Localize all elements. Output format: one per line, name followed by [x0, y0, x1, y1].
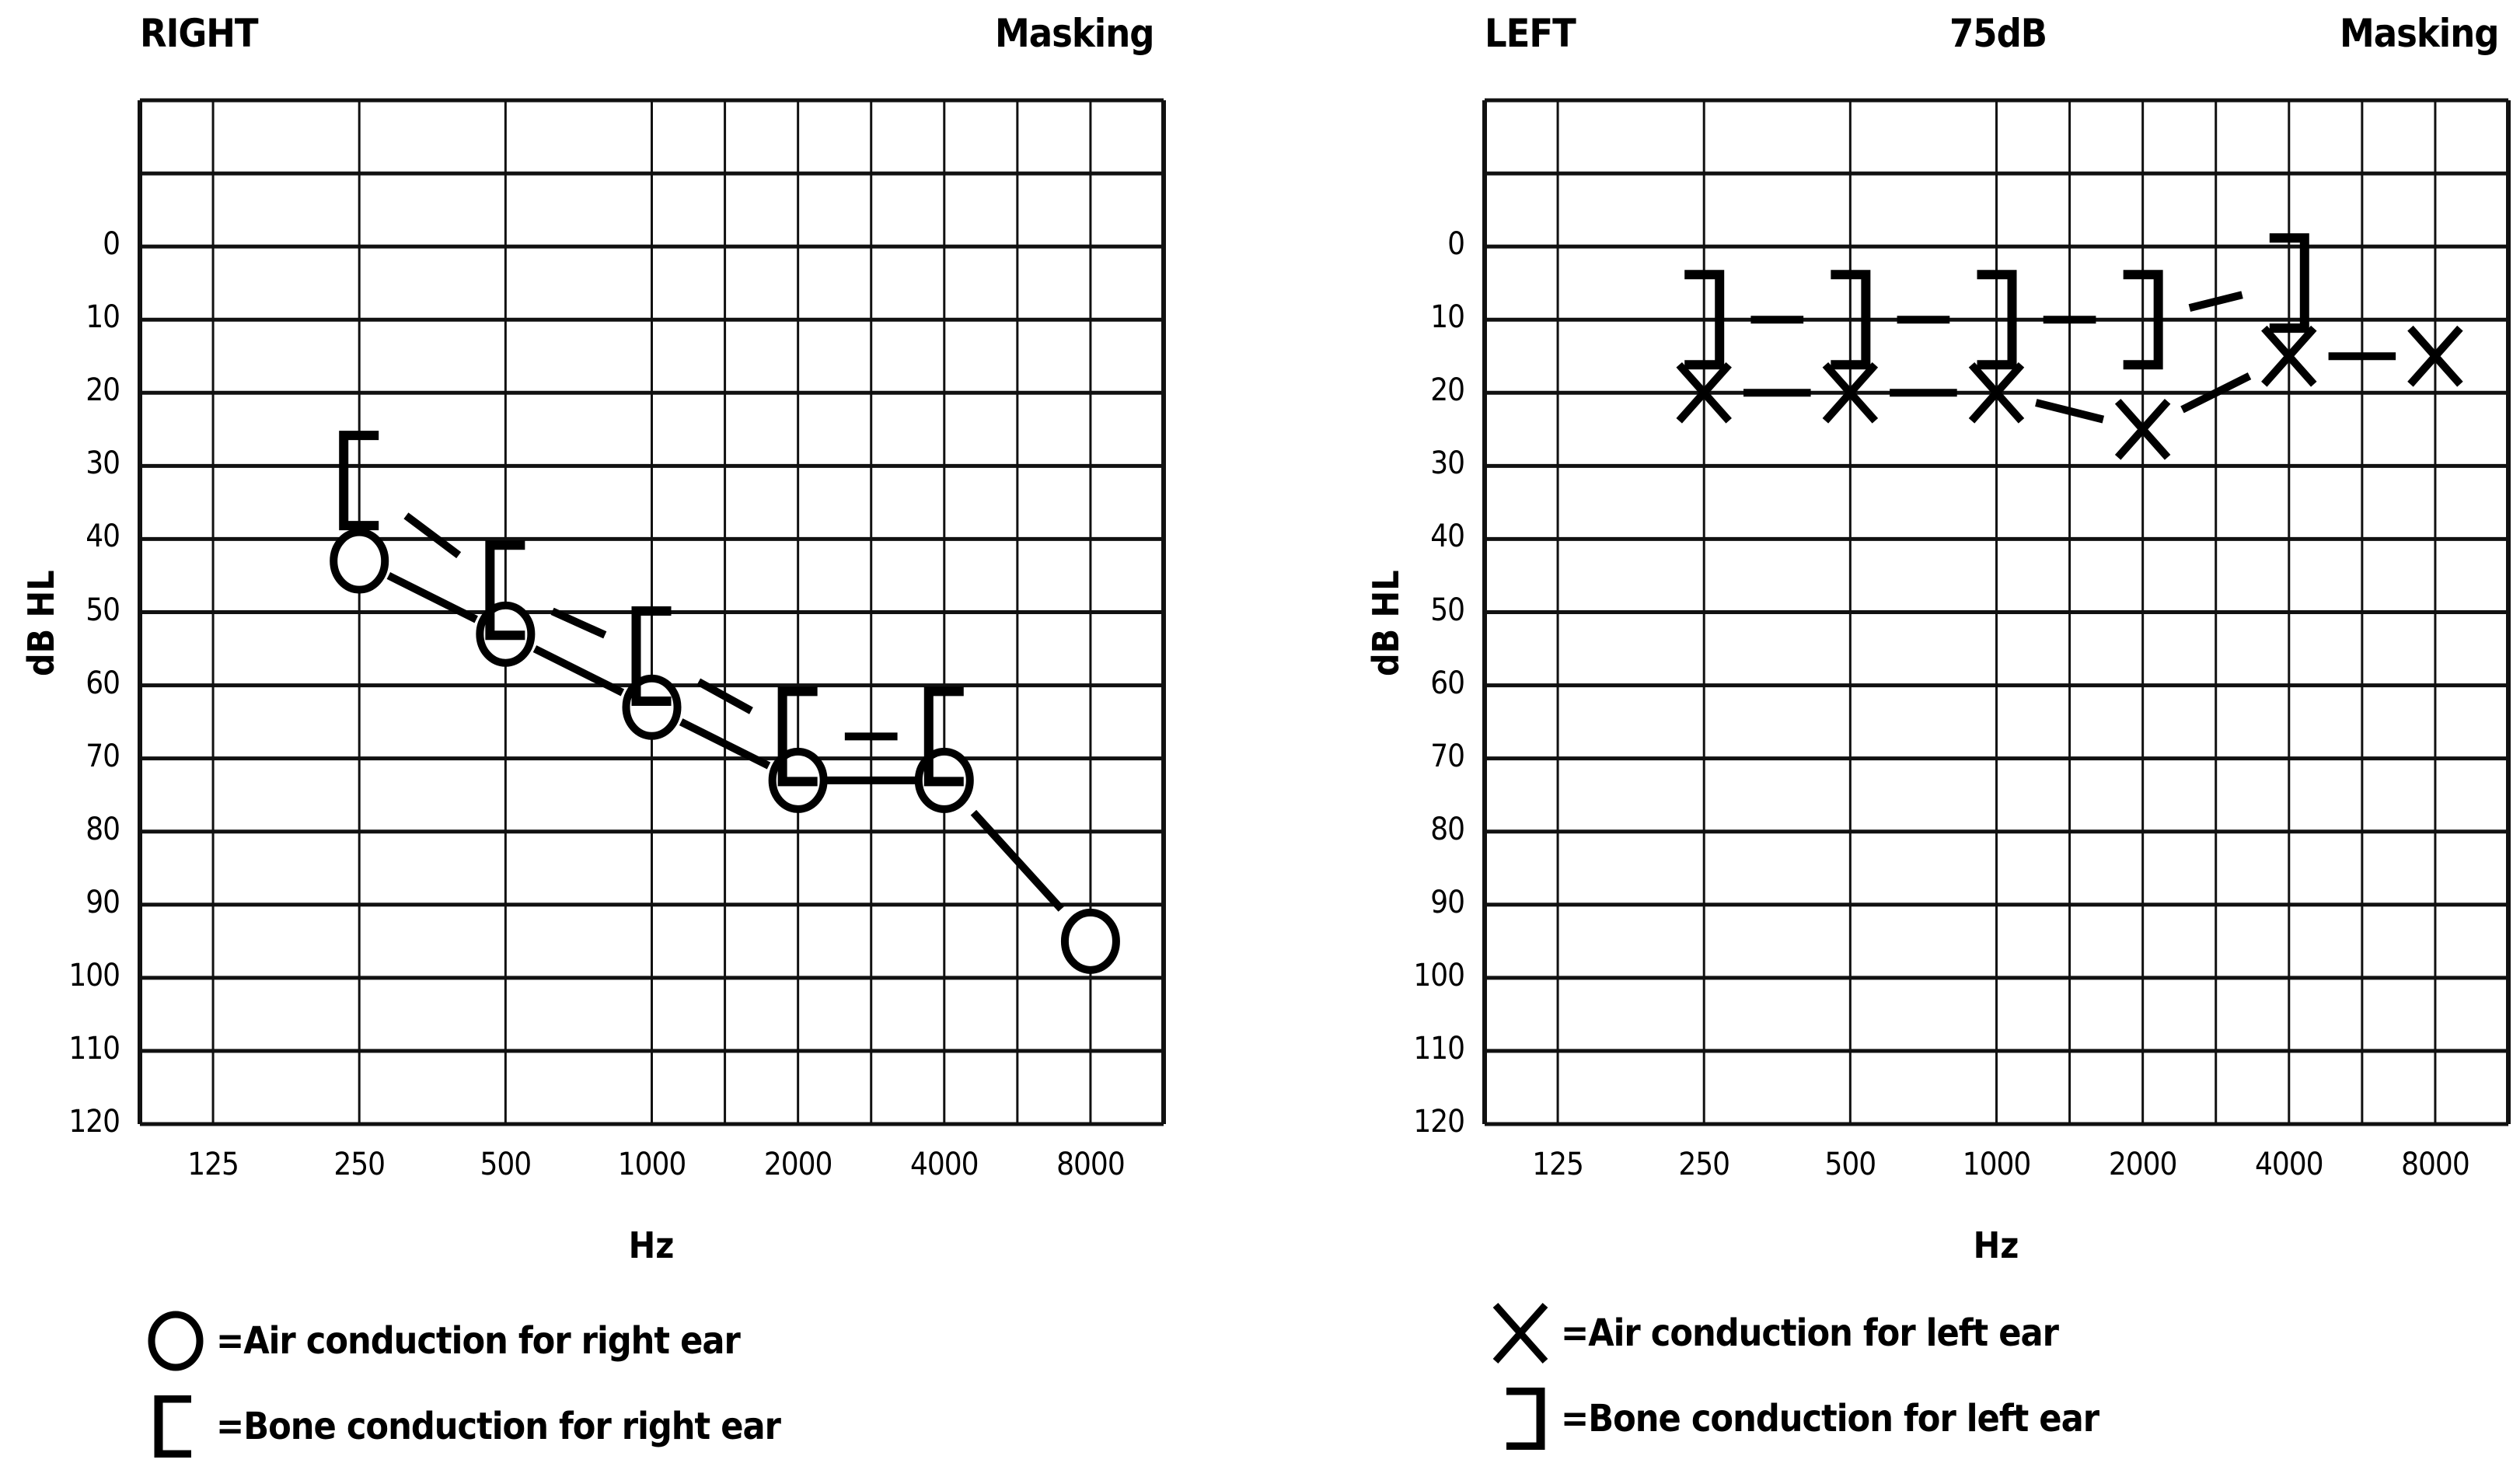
- air-conduction-segment: [386, 571, 478, 623]
- y-tick-label: 120: [68, 1104, 120, 1140]
- y-tick-label: 110: [1413, 1030, 1465, 1067]
- y-tick-label: 50: [86, 592, 120, 628]
- x-marker-icon: [1676, 361, 1732, 424]
- legend-air-left: =Air conduction for left ear: [1489, 1302, 2059, 1364]
- x-tick-label: 250: [333, 1147, 386, 1182]
- y-tick-label: 20: [1430, 372, 1465, 409]
- x-marker-icon: [1492, 1303, 1548, 1363]
- y-tick-label: 90: [1430, 884, 1465, 920]
- y-tick-label: 10: [86, 299, 120, 336]
- x-marker-icon: [1968, 361, 2025, 424]
- right-ear-audiogram: RIGHT Masking dB HL 0 10 20 30 40 50 60 70 80 90 1…: [0, 0, 1213, 1463]
- x-marker-icon: [1822, 361, 1879, 424]
- x-tick-label: 4000: [2255, 1147, 2324, 1182]
- bone-conduction-segment: [403, 512, 462, 559]
- legend-air-right-label: =Air conduction for right ear: [216, 1319, 741, 1363]
- air-conduction-segment: [970, 809, 1064, 912]
- x-tick-label: 500: [480, 1147, 532, 1182]
- right-bracket-marker-icon: [2123, 270, 2163, 370]
- y-tick-label: 110: [68, 1030, 120, 1067]
- left-bracket-marker-icon: [154, 1395, 191, 1458]
- y-tick-label: 30: [1430, 445, 1465, 482]
- air-conduction-segment: [2035, 399, 2105, 424]
- air-conduction-segment: [532, 645, 625, 697]
- y-tick-label: 70: [1430, 738, 1465, 774]
- x-marker-icon: [2261, 325, 2317, 387]
- legend-air-left-label: =Air conduction for left ear: [1561, 1311, 2059, 1355]
- right-masking-label: Masking: [995, 11, 1154, 56]
- y-tick-label: 120: [1413, 1104, 1465, 1140]
- x-tick-label: 125: [187, 1147, 239, 1182]
- left-bracket-marker-icon: [777, 686, 818, 787]
- right-plot-area: [138, 98, 1166, 1126]
- x-tick-label: 250: [1678, 1147, 1730, 1182]
- x-tick-label: 2000: [2108, 1147, 2178, 1182]
- y-tick-label: 80: [86, 811, 120, 847]
- legend-bone-right-label: =Bone conduction for right ear: [216, 1405, 781, 1448]
- left-bracket-marker-icon: [339, 431, 379, 531]
- x-tick-label: 500: [1824, 1147, 1877, 1182]
- left-plot-area: [1482, 98, 2511, 1126]
- bone-conduction-segment: [550, 607, 607, 639]
- air-conduction-segment: [2180, 372, 2252, 414]
- left-bracket-marker-icon: [485, 540, 525, 641]
- bone-conduction-segment: [696, 678, 753, 714]
- legend-air-right: =Air conduction for right ear: [145, 1310, 741, 1372]
- left-bracket-marker-icon: [923, 686, 964, 787]
- y-tick-label: 80: [1430, 811, 1465, 847]
- left-ear-audiogram: LEFT 75dB Masking dB HL 0 10 20 30 40 50 60 70 8…: [1345, 0, 2520, 1463]
- right-ear-title: RIGHT: [140, 11, 259, 56]
- left-bracket-marker-icon: [631, 606, 672, 706]
- left-masking-label: Masking: [2340, 11, 2499, 56]
- x-tick-label: 8000: [2401, 1147, 2470, 1182]
- bone-conduction-segment: [2188, 291, 2243, 313]
- circle-marker-icon: [1060, 908, 1120, 974]
- x-marker-icon: [2114, 398, 2171, 460]
- y-tick-label: 20: [86, 372, 120, 409]
- air-conduction-segment: [679, 718, 771, 770]
- x-tick-label: 8000: [1056, 1147, 1126, 1182]
- circle-marker-icon: [330, 528, 389, 594]
- x-tick-label: 125: [1532, 1147, 1584, 1182]
- right-bracket-marker-icon: [1831, 270, 1871, 370]
- y-tick-label: 10: [1430, 299, 1465, 336]
- right-bracket-marker-icon: [1684, 270, 1725, 370]
- left-ear-title: LEFT: [1485, 11, 1576, 56]
- right-bracket-marker-icon: [2269, 233, 2309, 333]
- left-x-axis-title: Hz: [1973, 1224, 2019, 1266]
- y-tick-label: 90: [86, 884, 120, 920]
- y-tick-label: 50: [1430, 592, 1465, 628]
- legend-bone-right: =Bone conduction for right ear: [152, 1395, 781, 1458]
- right-bracket-marker-icon: [1977, 270, 2017, 370]
- legend-bone-left: =Bone conduction for left ear: [1497, 1388, 2099, 1450]
- left-masking-level: 75dB: [1949, 11, 2047, 56]
- x-tick-label: 4000: [910, 1147, 979, 1182]
- x-tick-label: 1000: [1962, 1147, 2032, 1182]
- y-tick-label: 0: [1447, 226, 1465, 263]
- y-tick-label: 40: [86, 519, 120, 555]
- y-tick-label: 70: [86, 738, 120, 774]
- y-tick-label: 40: [1430, 519, 1465, 555]
- y-tick-label: 60: [86, 665, 120, 701]
- circle-marker-icon: [148, 1311, 204, 1371]
- right-x-axis-title: Hz: [628, 1224, 675, 1266]
- right-bracket-marker-icon: [1506, 1388, 1545, 1450]
- y-tick-label: 0: [103, 226, 120, 263]
- y-tick-label: 30: [86, 445, 120, 482]
- x-marker-icon: [2407, 325, 2463, 387]
- x-tick-label: 2000: [763, 1147, 833, 1182]
- x-tick-label: 1000: [617, 1147, 687, 1182]
- y-tick-label: 100: [1413, 957, 1465, 993]
- legend-bone-left-label: =Bone conduction for left ear: [1561, 1397, 2099, 1440]
- y-tick-label: 100: [68, 957, 120, 993]
- y-tick-label: 60: [1430, 665, 1465, 701]
